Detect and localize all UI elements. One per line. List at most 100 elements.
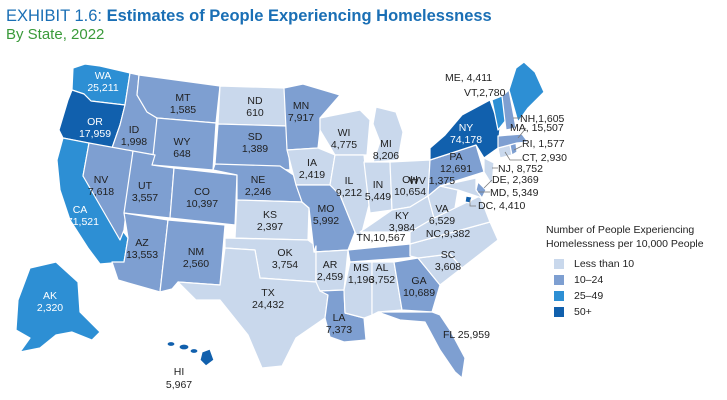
state-value: 5,992 bbox=[313, 215, 339, 227]
state-abbr: KY bbox=[395, 210, 409, 222]
state-abbr: NV bbox=[94, 174, 109, 186]
state-abbr: AZ bbox=[135, 237, 149, 249]
state-abbr: AK bbox=[43, 290, 57, 302]
state-NC bbox=[409, 221, 499, 269]
state-value: 10,397 bbox=[186, 198, 218, 210]
state-abbr: AL bbox=[376, 262, 389, 274]
label-FL: FL 25,959 bbox=[443, 329, 490, 341]
label-MS: MS 1,196 bbox=[348, 262, 374, 286]
legend-item-10to24: 10–24 bbox=[554, 273, 726, 287]
state-MA bbox=[497, 133, 529, 149]
state-value: 74,178 bbox=[450, 134, 482, 146]
state-CO bbox=[169, 167, 238, 226]
label-IA: IA 2,419 bbox=[299, 157, 325, 181]
state-abbr: KS bbox=[263, 209, 277, 221]
label-SD: SD 1,389 bbox=[242, 131, 268, 155]
legend-label: 50+ bbox=[574, 306, 592, 318]
state-abbr: OK bbox=[277, 247, 292, 259]
label-MA: MA, 15,507 bbox=[510, 122, 564, 134]
state-abbr: VA bbox=[435, 203, 448, 215]
legend-swatch bbox=[554, 259, 564, 269]
label-ME: ME, 4,411 bbox=[445, 72, 492, 84]
state-abbr: OR bbox=[87, 116, 103, 128]
state-abbr: NE bbox=[251, 174, 266, 186]
state-value: 1,585 bbox=[170, 104, 196, 116]
label-ND: ND 610 bbox=[246, 95, 264, 119]
state-value: 10,567 bbox=[373, 232, 405, 244]
label-NC: NC,9,382 bbox=[426, 228, 471, 240]
label-CO: CO 10,397 bbox=[186, 186, 218, 210]
state-value: 9,212 bbox=[336, 187, 362, 199]
label-IL: IL 9,212 bbox=[336, 175, 362, 199]
state-abbr: NM bbox=[188, 246, 204, 258]
legend-item-50plus: 50+ bbox=[554, 305, 726, 319]
label-GA: GA 10,689 bbox=[403, 275, 435, 299]
label-DC: DC, 4,410 bbox=[478, 200, 525, 212]
state-SD bbox=[214, 123, 291, 171]
state-value: 3,608 bbox=[435, 261, 461, 273]
state-value: 6,529 bbox=[429, 215, 455, 227]
legend-title-line2: Homelessness per 10,000 People bbox=[546, 238, 704, 250]
state-value: 9,382 bbox=[444, 228, 470, 240]
label-MD: MD, 5,349 bbox=[490, 187, 539, 199]
label-OK: OK 3,754 bbox=[272, 247, 298, 271]
state-value: 1,998 bbox=[121, 136, 147, 148]
state-MD bbox=[439, 177, 483, 199]
state-value: 3,984 bbox=[389, 222, 415, 234]
state-value: 4,775 bbox=[331, 139, 357, 151]
state-FL bbox=[377, 311, 466, 379]
label-PA: PA 12,691 bbox=[440, 151, 472, 175]
state-value: 7,618 bbox=[88, 186, 114, 198]
state-abbr: UT bbox=[138, 180, 153, 192]
state-value: 10,689 bbox=[403, 287, 435, 299]
state-abbr: MO bbox=[318, 203, 335, 215]
exhibit-title: EXHIBIT 1.6: Estimates of People Experie… bbox=[6, 6, 492, 26]
label-NV: NV 7,618 bbox=[88, 174, 114, 198]
state-value: 1,389 bbox=[242, 143, 268, 155]
state-abbr: IL bbox=[345, 175, 354, 187]
state-abbr: AR bbox=[323, 259, 338, 271]
state-value: 610 bbox=[246, 107, 264, 119]
state-AL bbox=[371, 261, 403, 316]
state-value: 2,246 bbox=[245, 186, 271, 198]
label-OR: OR 17,959 bbox=[79, 116, 111, 140]
state-value: 171,521 bbox=[61, 216, 99, 228]
state-WI bbox=[319, 109, 371, 156]
state-TX bbox=[177, 247, 329, 369]
state-value: 3,752 bbox=[369, 274, 395, 286]
state-abbr: NC bbox=[426, 228, 442, 240]
label-VA: VA 6,529 bbox=[429, 203, 455, 227]
label-UT: UT 3,557 bbox=[132, 180, 158, 204]
label-HI: HI bbox=[174, 366, 185, 378]
legend-label: 25–49 bbox=[574, 290, 604, 302]
leader-ma bbox=[517, 127, 527, 139]
label-NH: NH,1,605 bbox=[520, 113, 565, 125]
label-MN: MN 7,917 bbox=[288, 100, 314, 124]
state-abbr: SC bbox=[441, 249, 456, 261]
state-value: 13,553 bbox=[126, 249, 158, 261]
state-abbr: CA bbox=[73, 204, 88, 216]
state-abbr: TX bbox=[261, 287, 274, 299]
label-IN: IN 5,449 bbox=[365, 179, 391, 203]
leader-de bbox=[483, 179, 493, 189]
legend-swatch bbox=[554, 291, 564, 301]
label-MI: MI 8,206 bbox=[373, 138, 399, 162]
state-MI bbox=[372, 106, 404, 163]
state-value: 2,397 bbox=[257, 221, 283, 233]
label-CT: CT, 2,930 bbox=[522, 152, 567, 164]
state-abbr: LA bbox=[333, 312, 346, 324]
state-value: 10,654 bbox=[394, 186, 426, 198]
state-abbr: MT bbox=[175, 92, 191, 104]
exhibit-subtitle: By State, 2022 bbox=[6, 26, 105, 43]
label-KY: KY 3,984 bbox=[389, 210, 415, 234]
label-KS: KS 2,397 bbox=[257, 209, 283, 233]
state-AK bbox=[15, 261, 101, 353]
state-value: 5,449 bbox=[365, 191, 391, 203]
state-NV bbox=[82, 142, 134, 241]
state-value: 2,459 bbox=[317, 271, 343, 283]
label-WA: WA 25,211 bbox=[87, 70, 118, 94]
state-value: 1,196 bbox=[348, 274, 374, 286]
legend-swatch bbox=[554, 275, 564, 285]
state-ME bbox=[508, 61, 545, 123]
